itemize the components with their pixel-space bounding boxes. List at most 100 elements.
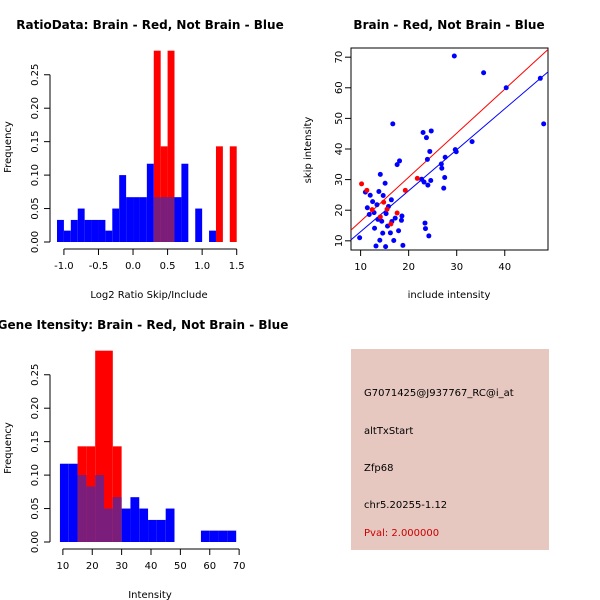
not-brain-point xyxy=(377,171,383,177)
ratio-x-axis-label: Log2 Ratio Skip/Include xyxy=(90,290,207,301)
intensity-x-tick-label: 10 xyxy=(57,561,70,572)
not-brain-point xyxy=(364,205,370,211)
ratio-not-brain-bar xyxy=(77,208,85,242)
not-brain-point xyxy=(442,154,448,160)
not-brain-point xyxy=(396,228,402,234)
ratio-chart-title: RatioData: Brain - Red, Not Brain - Blue xyxy=(16,18,283,32)
not-brain-point xyxy=(374,202,380,208)
brain-point xyxy=(369,207,375,213)
ratio-histogram-panel: RatioData: Brain - Red, Not Brain - Blue… xyxy=(3,18,284,301)
pval-label: Pval: 2.000000 xyxy=(364,528,439,539)
not-brain-fit-line xyxy=(350,71,549,241)
brain-point xyxy=(394,210,400,216)
not-brain-point xyxy=(438,161,444,167)
scatter-x-tick-label: 20 xyxy=(402,262,415,273)
not-brain-point xyxy=(366,211,372,217)
ratio-brain-bar xyxy=(167,50,175,243)
intensity-not-brain-bar xyxy=(227,530,237,542)
ratio-y-tick-label: 0.00 xyxy=(30,231,41,253)
intensity-bars xyxy=(59,350,237,542)
intensity-brain-bar xyxy=(112,446,122,542)
info-panel-background xyxy=(351,349,549,550)
not-brain-point xyxy=(377,237,383,243)
not-brain-point xyxy=(382,180,388,186)
intensity-x-tick-label: 70 xyxy=(233,561,246,572)
ratio-y-axis-label: Frequency xyxy=(3,121,14,173)
intensity-histogram-panel: Gene Itensity: Brain - Red, Not Brain - … xyxy=(0,318,288,600)
ratio-x-tick-label: 0.5 xyxy=(160,261,176,272)
not-brain-point xyxy=(370,199,376,205)
intensity-not-brain-bar xyxy=(95,475,104,542)
ratio-not-brain-bar xyxy=(153,197,161,242)
intensity-x-tick-label: 40 xyxy=(145,561,158,572)
ratio-brain-bar xyxy=(160,146,168,242)
ratio-not-brain-bar xyxy=(181,163,189,242)
intensity-not-brain-bar xyxy=(86,486,96,542)
intensity-not-brain-bar xyxy=(156,519,166,542)
intensity-axes: 0.00 0.05 0.10 0.15 0.20 0.25 10 20 30 40 50 60 70 xyxy=(30,364,245,572)
ratio-not-brain-bar xyxy=(63,230,71,242)
not-brain-point xyxy=(422,226,428,232)
ratio-x-tick-label: 1.0 xyxy=(194,261,210,272)
not-brain-point xyxy=(451,53,457,59)
scatter-x-tick-label: 30 xyxy=(450,262,463,273)
intensity-not-brain-bar xyxy=(209,530,219,542)
not-brain-point xyxy=(421,179,427,185)
ratio-brain-bar xyxy=(229,146,237,242)
not-brain-point xyxy=(422,220,428,226)
scatter-y-axis-label: skip intensity xyxy=(303,117,314,184)
not-brain-point xyxy=(423,135,429,141)
not-brain-point xyxy=(425,182,431,188)
brain-fit-line xyxy=(350,49,549,231)
intensity-x-axis-label: Intensity xyxy=(128,590,172,600)
intensity-not-brain-bar xyxy=(68,463,78,542)
scatter-y-tick-label: 50 xyxy=(334,112,345,125)
not-brain-point xyxy=(372,225,378,231)
not-brain-point xyxy=(383,244,389,250)
scatter-chart-title: Brain - Red, Not Brain - Blue xyxy=(353,18,544,32)
ratio-not-brain-bar xyxy=(195,208,203,242)
not-brain-point xyxy=(387,230,393,236)
not-brain-point xyxy=(439,165,445,171)
intensity-not-brain-bar xyxy=(218,530,228,542)
not-brain-point xyxy=(398,217,404,223)
not-brain-point xyxy=(388,197,394,203)
intensity-y-tick-label: 0.05 xyxy=(30,497,41,519)
ratio-not-brain-bar xyxy=(174,197,182,242)
intensity-x-tick-label: 20 xyxy=(86,561,99,572)
intensity-not-brain-bar xyxy=(104,508,113,542)
scatter-x-axis-label: include intensity xyxy=(408,290,491,301)
brain-point xyxy=(359,181,365,187)
not-brain-point xyxy=(453,149,459,155)
intensity-y-tick-label: 0.20 xyxy=(30,397,41,419)
intensity-not-brain-bar xyxy=(165,508,175,542)
ratio-x-tick-label: -0.5 xyxy=(89,261,109,272)
intensity-y-tick-label: 0.15 xyxy=(30,431,41,453)
brain-point xyxy=(402,187,408,193)
not-brain-point xyxy=(428,128,434,134)
scatter-fit-lines xyxy=(350,49,549,241)
intensity-brain-bar xyxy=(95,350,104,542)
not-brain-point xyxy=(537,75,543,81)
ratio-y-tick-label: 0.15 xyxy=(30,131,41,153)
ratio-brain-bar xyxy=(153,50,161,243)
scatter-axes: 10 20 30 40 10 20 30 40 50 60 70 xyxy=(334,51,511,273)
intensity-not-brain-bar xyxy=(112,497,122,542)
ratio-not-brain-bar xyxy=(84,219,92,242)
intensity-x-tick-label: 60 xyxy=(203,561,216,572)
scatter-y-tick-label: 70 xyxy=(334,51,345,64)
ratio-not-brain-bar xyxy=(146,163,154,242)
ratio-not-brain-bar xyxy=(133,197,140,242)
not-brain-point xyxy=(420,129,426,135)
brain-point xyxy=(377,214,383,220)
brain-point xyxy=(364,187,370,193)
intensity-brain-bar xyxy=(104,350,113,542)
not-brain-point xyxy=(373,243,379,249)
not-brain-point xyxy=(380,230,386,236)
intensity-y-tick-label: 0.10 xyxy=(30,464,41,486)
not-brain-point xyxy=(424,156,430,162)
genomic-location: chr5.20255-1.12 xyxy=(364,500,447,511)
scatter-y-tick-label: 40 xyxy=(334,143,345,156)
not-brain-point xyxy=(481,70,487,76)
